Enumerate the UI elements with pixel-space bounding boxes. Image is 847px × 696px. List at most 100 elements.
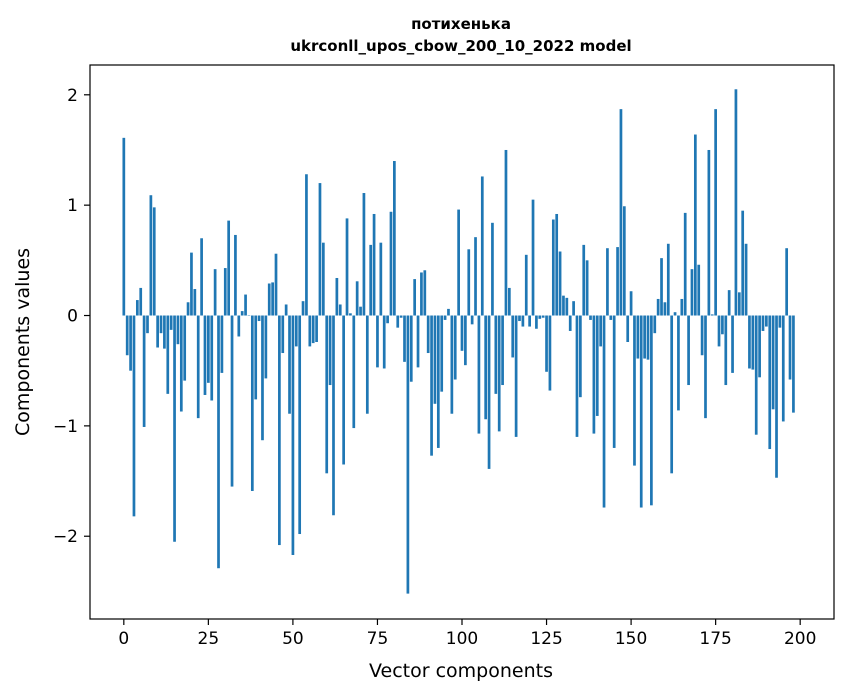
- bar-component-104: [474, 237, 477, 316]
- bar-component-87: [416, 315, 420, 368]
- bar-component-177: [721, 315, 724, 335]
- bar-component-105: [477, 315, 481, 434]
- bar-component-128: [555, 213, 559, 316]
- y-axis-label: Components values: [12, 248, 34, 436]
- bar-component-94: [440, 315, 444, 392]
- bar-component-142: [602, 315, 606, 508]
- bar-component-184: [744, 243, 748, 316]
- bar-component-12: [163, 315, 166, 349]
- chart-title: потихенька: [411, 15, 511, 33]
- bar-component-85: [409, 315, 413, 382]
- bar-component-145: [612, 315, 616, 448]
- bar-component-110: [494, 315, 498, 394]
- bar-component-165: [680, 298, 684, 316]
- bar-component-71: [362, 193, 366, 316]
- bar-component-5: [139, 287, 143, 316]
- bar-component-182: [737, 292, 741, 316]
- bar-component-156: [650, 315, 653, 506]
- bar-component-67: [349, 313, 352, 316]
- bar-component-170: [697, 264, 701, 316]
- bar-component-189: [761, 315, 765, 331]
- bar-component-118: [521, 315, 525, 327]
- bar-component-90: [426, 315, 430, 354]
- y-tick-label: 2: [67, 86, 78, 106]
- bar-component-44: [271, 282, 274, 316]
- bar-component-116: [514, 315, 518, 437]
- bar-component-51: [294, 315, 298, 347]
- bar-component-25: [207, 315, 210, 383]
- bar-component-169: [693, 134, 697, 316]
- bar-component-163: [673, 312, 677, 316]
- bar-component-29: [220, 315, 224, 373]
- bar-component-13: [166, 315, 170, 394]
- bar-component-133: [572, 301, 575, 316]
- bar-component-23: [200, 238, 203, 316]
- bar-component-58: [318, 183, 322, 316]
- bar-component-180: [731, 315, 734, 373]
- bar-component-100: [460, 315, 464, 351]
- bar-component-76: [379, 242, 383, 316]
- bar-component-150: [629, 291, 633, 316]
- bar-component-188: [758, 315, 761, 378]
- bar-component-139: [592, 315, 596, 434]
- bar-component-73: [369, 244, 373, 316]
- bar-component-0: [122, 137, 126, 316]
- bar-component-3: [132, 315, 136, 517]
- bar-component-121: [531, 199, 535, 316]
- x-axis-label: Vector components: [369, 660, 553, 682]
- bar-component-61: [328, 315, 332, 386]
- bar-component-41: [261, 315, 264, 441]
- x-tick-label: 100: [446, 629, 478, 649]
- x-tick-label: 0: [118, 629, 129, 649]
- bar-component-193: [775, 315, 778, 478]
- bar-component-89: [423, 270, 427, 316]
- bar-component-63: [335, 277, 339, 316]
- bar-component-196: [785, 248, 789, 316]
- bar-component-140: [595, 315, 599, 416]
- bar-component-92: [433, 315, 437, 404]
- bar-component-99: [457, 209, 460, 316]
- bar-component-131: [565, 297, 569, 316]
- bar-component-135: [579, 315, 582, 398]
- bar-component-38: [250, 315, 254, 491]
- bar-component-81: [396, 315, 400, 328]
- x-tick-label: 200: [784, 629, 816, 649]
- bar-component-146: [616, 247, 619, 316]
- bar-component-151: [633, 315, 636, 466]
- bar-component-168: [690, 269, 694, 316]
- bar-component-55: [308, 315, 312, 347]
- bar-component-46: [278, 315, 281, 546]
- bar-component-143: [606, 248, 609, 316]
- bar-component-34: [237, 315, 241, 337]
- bar-component-78: [386, 315, 389, 324]
- bar-component-83: [403, 315, 406, 362]
- bar-component-111: [497, 315, 501, 432]
- bar-component-69: [355, 281, 359, 316]
- y-axis-ticks: −2 −1 0 1 2: [53, 86, 90, 547]
- bar-component-162: [670, 315, 674, 474]
- bar-component-194: [778, 315, 782, 328]
- bar-component-77: [382, 315, 386, 369]
- bar-component-164: [677, 315, 680, 411]
- bar-component-197: [788, 315, 792, 380]
- bar-component-123: [538, 315, 542, 319]
- bar-component-175: [714, 109, 717, 316]
- bar-component-91: [430, 315, 433, 456]
- bar-component-84: [406, 315, 410, 594]
- bar-component-9: [152, 207, 156, 316]
- bar-component-16: [176, 315, 180, 345]
- bar-component-198: [792, 315, 795, 413]
- x-tick-label: 50: [282, 629, 304, 649]
- bar-component-120: [528, 315, 531, 327]
- bar-component-126: [548, 315, 552, 391]
- bar-component-19: [186, 302, 190, 316]
- y-tick-label: 0: [67, 307, 78, 327]
- bar-component-20: [190, 252, 193, 316]
- bars-group: [122, 89, 795, 594]
- x-tick-label: 150: [615, 629, 647, 649]
- bar-component-52: [298, 315, 302, 535]
- bar-component-31: [227, 220, 231, 316]
- y-tick-label: 1: [67, 196, 78, 216]
- bar-component-79: [389, 211, 393, 316]
